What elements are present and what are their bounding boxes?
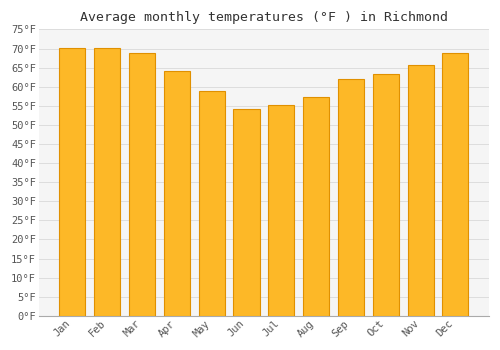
Bar <box>338 79 364 316</box>
Bar <box>303 97 329 316</box>
Bar <box>408 64 434 316</box>
Bar <box>164 71 190 316</box>
Bar <box>60 48 86 316</box>
Bar <box>198 91 224 316</box>
Bar <box>129 53 155 316</box>
Bar <box>268 105 294 316</box>
Bar <box>234 109 260 316</box>
Bar <box>372 74 399 316</box>
Bar <box>442 53 468 316</box>
Bar <box>94 48 120 316</box>
Title: Average monthly temperatures (°F ) in Richmond: Average monthly temperatures (°F ) in Ri… <box>80 11 448 24</box>
